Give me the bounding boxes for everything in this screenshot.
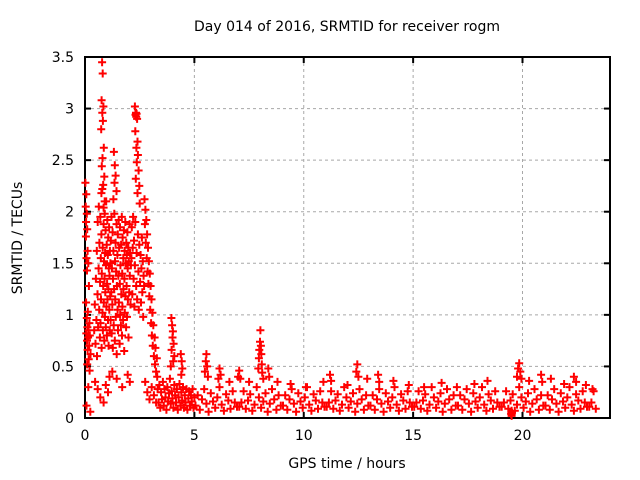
y-axis-label: SRMTID / TECUs	[10, 182, 26, 295]
x-tick-label: 20	[514, 428, 532, 444]
y-tick-label: 0	[65, 411, 74, 427]
y-tick-label: 1	[65, 308, 74, 324]
chart-title: Day 014 of 2016, SRMTID for receiver rog…	[194, 19, 500, 35]
x-tick-label: 0	[81, 428, 90, 444]
scatter-series	[81, 58, 600, 420]
grid-lines	[85, 57, 610, 418]
x-tick-labels: 0 5 10 15 20	[81, 428, 532, 444]
x-tick-label: 10	[295, 428, 313, 444]
y-tick-label: 2	[65, 205, 74, 221]
y-tick-label: 3.5	[52, 50, 74, 66]
y-tick-label: 2.5	[52, 153, 74, 169]
x-axis-label: GPS time / hours	[288, 456, 405, 472]
tick-marks	[84, 56, 610, 419]
x-tick-label: 15	[404, 428, 422, 444]
y-tick-labels: 0 0.5 1 1.5 2 2.5 3 3.5	[52, 50, 74, 427]
y-tick-label: 1.5	[52, 256, 74, 272]
data-points	[81, 58, 600, 420]
y-tick-label: 0.5	[52, 359, 74, 375]
y-tick-label: 3	[65, 102, 74, 118]
x-tick-label: 5	[190, 428, 199, 444]
plot-border	[84, 56, 611, 419]
